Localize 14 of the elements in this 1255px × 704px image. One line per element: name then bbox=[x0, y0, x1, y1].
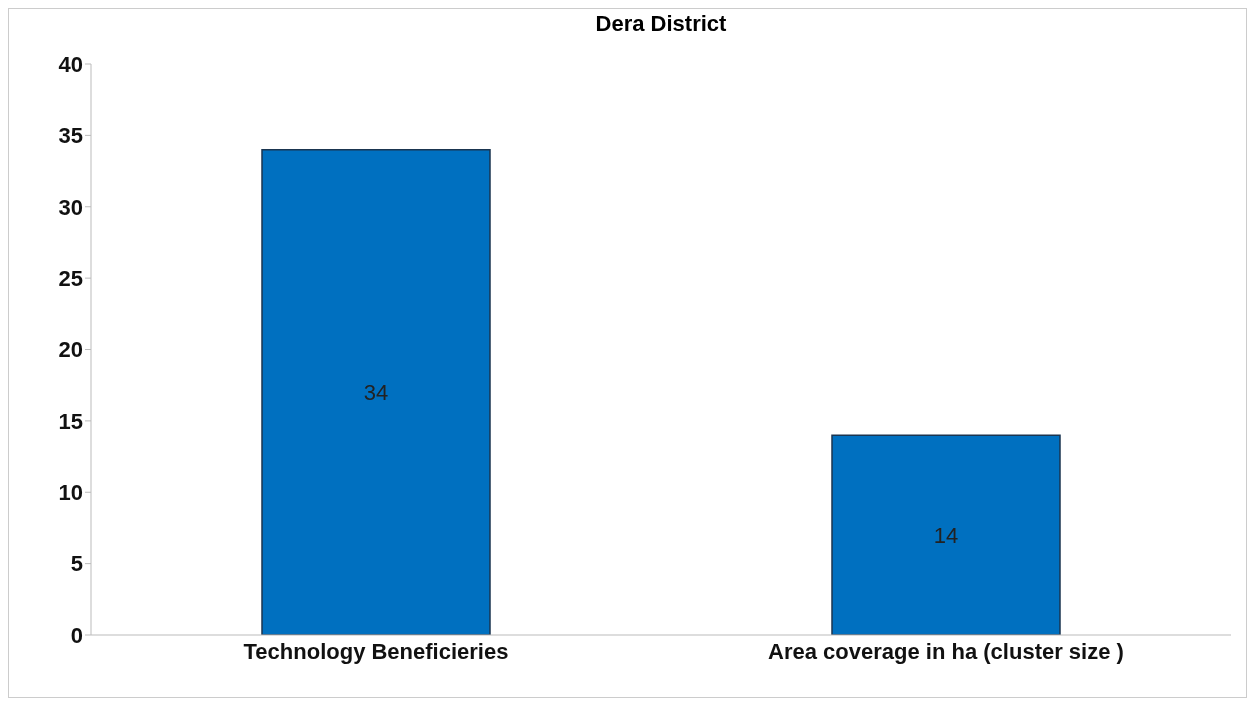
y-tick-label: 0 bbox=[70, 622, 83, 648]
y-tick-label: 20 bbox=[58, 337, 83, 363]
y-tick-label: 5 bbox=[70, 551, 83, 577]
data-label: 14 bbox=[933, 522, 959, 548]
x-tick-label: Technology Beneficieries bbox=[243, 638, 509, 664]
y-tick-label: 25 bbox=[58, 265, 83, 291]
y-tick-label: 10 bbox=[58, 480, 83, 506]
x-tick-label: Area coverage in ha (cluster size ) bbox=[768, 638, 1124, 664]
y-tick-label: 30 bbox=[58, 194, 83, 220]
data-label: 34 bbox=[363, 380, 389, 406]
y-tick-label: 35 bbox=[58, 123, 83, 149]
y-tick-label: 40 bbox=[58, 51, 83, 77]
y-tick-label: 15 bbox=[58, 408, 83, 434]
chart-title: Dera District bbox=[594, 11, 728, 37]
